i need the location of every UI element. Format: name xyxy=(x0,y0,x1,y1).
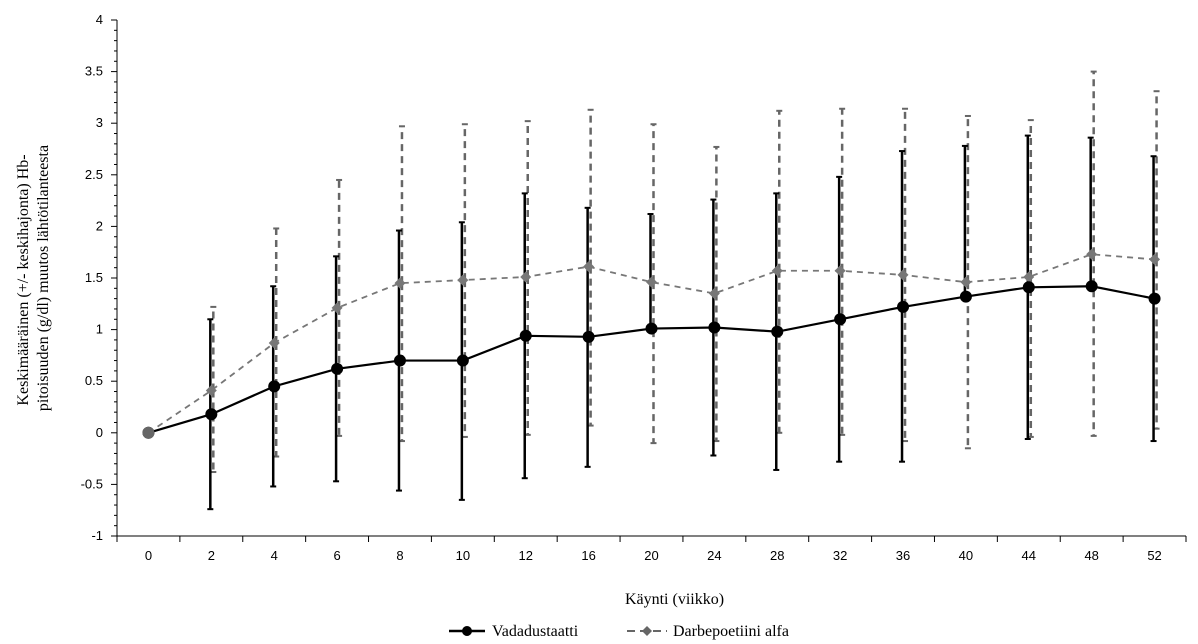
x-tick-label: 32 xyxy=(833,548,847,563)
x-tick-label: 12 xyxy=(519,548,533,563)
x-tick-label: 28 xyxy=(770,548,784,563)
legend: Vadadustaatti Darbepoetiini alfa xyxy=(449,623,789,640)
data-point-darbepoetiini xyxy=(331,302,343,314)
data-point-darbepoetiini xyxy=(394,277,406,289)
y-axis-title-line-1: Keskimääräinen (+/- keskihajonta) Hb- xyxy=(15,154,32,405)
data-point-darbepoetiini xyxy=(646,276,657,288)
data-point-vadadustaatti xyxy=(268,380,281,393)
x-tick-label: 8 xyxy=(396,548,403,563)
data-point-darbepoetiini xyxy=(708,287,720,299)
legend-label-darbepoetiini: Darbepoetiini alfa xyxy=(673,623,789,640)
x-tick-label: 44 xyxy=(1022,548,1036,563)
x-tick-label: 40 xyxy=(959,548,973,563)
y-tick-label: 3 xyxy=(96,115,103,130)
data-point-darbepoetiini xyxy=(583,261,595,273)
data-point-vadadustaatti xyxy=(959,290,972,303)
y-tick-label: 1 xyxy=(96,322,103,337)
data-point-vadadustaatti xyxy=(393,354,406,367)
error-bars xyxy=(207,70,1160,511)
data-point-vadadustaatti xyxy=(1085,280,1098,293)
data-point-vadadustaatti xyxy=(456,354,469,367)
data-point-vadadustaatti xyxy=(645,322,658,335)
data-point-vadadustaatti xyxy=(708,321,721,334)
x-axis-title: Käynti (viikko) xyxy=(625,591,724,608)
x-tick-label: 4 xyxy=(271,548,278,563)
y-tick-label: 2 xyxy=(96,218,103,233)
data-point-vadadustaatti xyxy=(205,408,218,421)
y-tick-label: -1 xyxy=(91,528,103,543)
data-point-darbepoetiini xyxy=(520,271,532,283)
legend-marker-diamond xyxy=(642,626,652,636)
y-tick-label: -0.5 xyxy=(81,476,103,491)
data-point-vadadustaatti xyxy=(834,313,847,326)
legend-item-darbepoetiini: Darbepoetiini alfa xyxy=(627,623,789,640)
data-point-vadadustaatti xyxy=(771,325,784,338)
data-point-darbepoetiini xyxy=(205,384,217,396)
x-tick-label: 10 xyxy=(456,548,470,563)
data-point-darbepoetiini xyxy=(457,274,469,286)
y-axis-title-line-2: pitoisuuden (g/dl) muutos lähtötilantees… xyxy=(35,145,52,411)
x-tick-label: 16 xyxy=(581,548,595,563)
y-axis-title: Keskimääräinen (+/- keskihajonta) Hb- pi… xyxy=(15,145,52,411)
data-point-origin xyxy=(142,426,155,439)
data-point-darbepoetiini xyxy=(834,265,846,277)
y-tick-label: 1.5 xyxy=(85,270,103,285)
data-point-darbepoetiini xyxy=(1023,271,1035,283)
data-point-vadadustaatti xyxy=(1022,281,1035,294)
data-point-darbepoetiini xyxy=(1149,253,1161,265)
y-ticks: -1 -0.5 0 0.5 1 1.5 2 2.5 3 3.5 4 xyxy=(81,12,117,543)
data-point-vadadustaatti xyxy=(897,300,910,313)
x-tick-label: 6 xyxy=(333,548,340,563)
legend-marker-circle xyxy=(462,626,472,636)
series-markers xyxy=(142,248,1161,439)
data-point-darbepoetiini xyxy=(771,265,783,277)
data-point-vadadustaatti xyxy=(519,329,532,342)
x-tick-label: 2 xyxy=(208,548,215,563)
y-tick-label: 2.5 xyxy=(85,167,103,182)
data-point-darbepoetiini xyxy=(897,269,909,281)
data-point-vadadustaatti xyxy=(582,330,595,343)
data-point-vadadustaatti xyxy=(1148,292,1161,305)
data-point-darbepoetiini xyxy=(268,337,280,349)
x-tick-label: 20 xyxy=(644,548,658,563)
y-tick-label: 0 xyxy=(96,425,103,440)
data-point-darbepoetiini xyxy=(960,276,972,288)
x-ticks: 0 2 4 6 8 10 12 16 20 24 28 32 36 40 44 48 52 xyxy=(116,536,1187,563)
legend-label-vadadustaatti: Vadadustaatti xyxy=(492,623,579,640)
x-tick-label: 0 xyxy=(145,548,152,563)
data-point-vadadustaatti xyxy=(331,362,344,375)
x-tick-label: 52 xyxy=(1147,548,1161,563)
series-line-darbepoetiini xyxy=(147,253,1155,434)
x-tick-label: 24 xyxy=(707,548,721,563)
x-tick-label: 36 xyxy=(896,548,910,563)
data-point-darbepoetiini xyxy=(1086,248,1098,260)
y-tick-label: 0.5 xyxy=(85,373,103,388)
y-tick-label: 4 xyxy=(96,12,103,27)
y-tick-label: 3.5 xyxy=(85,64,103,79)
legend-item-vadadustaatti: Vadadustaatti xyxy=(449,623,579,640)
x-tick-label: 48 xyxy=(1084,548,1098,563)
